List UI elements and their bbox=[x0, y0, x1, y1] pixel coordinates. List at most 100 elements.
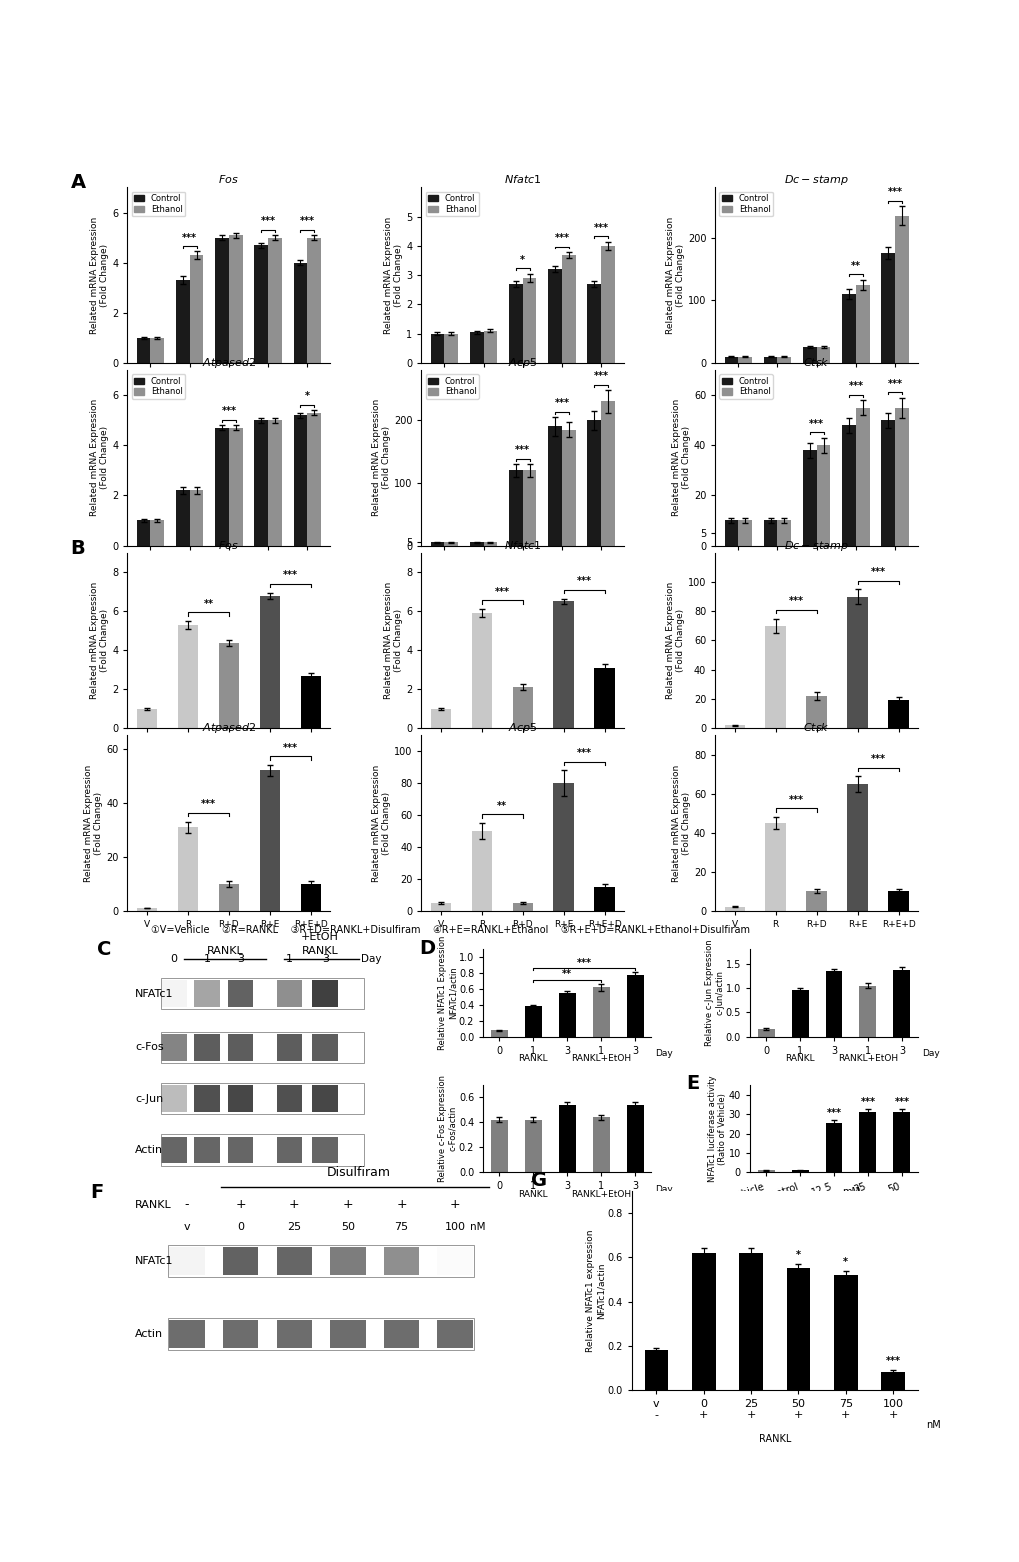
Text: Disulfiram: Disulfiram bbox=[326, 1165, 390, 1179]
Text: ***: *** bbox=[576, 748, 591, 758]
Bar bbox=[169, 1320, 205, 1348]
Title: $\it{Nfatc1}$: $\it{Nfatc1}$ bbox=[503, 539, 541, 550]
Bar bbox=[312, 1086, 338, 1112]
Text: ***: *** bbox=[825, 1107, 841, 1118]
Text: ***: *** bbox=[282, 744, 298, 753]
Bar bbox=[470, 333, 483, 362]
Bar bbox=[161, 1134, 364, 1165]
Bar bbox=[312, 1137, 338, 1164]
Bar bbox=[893, 970, 910, 1037]
Y-axis label: Related mRNA Expression
(Fold Change): Related mRNA Expression (Fold Change) bbox=[672, 400, 691, 517]
Text: Day: Day bbox=[655, 1184, 673, 1193]
Bar bbox=[600, 245, 614, 362]
Bar bbox=[483, 331, 497, 362]
Bar bbox=[763, 520, 776, 545]
Bar bbox=[547, 269, 561, 362]
Bar bbox=[739, 1253, 762, 1390]
Bar bbox=[802, 450, 816, 545]
Bar bbox=[293, 262, 307, 362]
Legend: Control, Ethanol: Control, Ethanol bbox=[425, 192, 479, 216]
Text: D: D bbox=[419, 939, 435, 958]
Text: ***: *** bbox=[887, 187, 902, 197]
Text: RANKL: RANKL bbox=[135, 1200, 171, 1211]
Bar bbox=[764, 823, 786, 911]
Text: Day: Day bbox=[655, 1050, 673, 1057]
Bar bbox=[723, 725, 744, 728]
Bar bbox=[227, 1137, 253, 1164]
Bar bbox=[723, 520, 738, 545]
Bar bbox=[764, 626, 786, 728]
Bar bbox=[644, 1350, 667, 1390]
Bar bbox=[137, 709, 157, 728]
Y-axis label: Related mRNA Expression
(Fold Change): Related mRNA Expression (Fold Change) bbox=[371, 400, 390, 517]
Text: RANKL+EtOH: RANKL+EtOH bbox=[571, 1190, 631, 1200]
Legend: Control, Ethanol: Control, Ethanol bbox=[718, 375, 772, 398]
Bar bbox=[895, 408, 908, 545]
Text: nM: nM bbox=[925, 1420, 941, 1431]
Text: -: - bbox=[654, 1410, 658, 1420]
Text: Day: Day bbox=[361, 954, 381, 964]
Bar bbox=[592, 987, 609, 1037]
Bar bbox=[723, 908, 744, 911]
Bar bbox=[587, 420, 600, 545]
Bar bbox=[161, 978, 364, 1009]
Bar bbox=[561, 430, 575, 545]
Text: NFATc1: NFATc1 bbox=[136, 989, 173, 998]
Text: RANKL: RANKL bbox=[758, 1434, 790, 1443]
Text: ①V=Vehicle    ②R=RANKL    ③R+D=RANKL+Disulfiram    ④R+E=RANKL+Ethanol    ⑤R+E+D=: ①V=Vehicle ②R=RANKL ③R+D=RANKL+Disulfira… bbox=[151, 925, 750, 936]
Bar bbox=[430, 334, 444, 362]
Text: ***: *** bbox=[808, 419, 823, 430]
Bar bbox=[194, 1137, 220, 1164]
Bar bbox=[880, 1373, 904, 1390]
Bar bbox=[893, 1112, 910, 1173]
Bar bbox=[194, 1034, 220, 1061]
Bar bbox=[276, 981, 302, 1007]
Y-axis label: Related mRNA Expression
(Fold Change): Related mRNA Expression (Fold Change) bbox=[665, 217, 685, 334]
Bar bbox=[161, 981, 186, 1007]
Text: ***: *** bbox=[221, 406, 236, 417]
Bar bbox=[150, 520, 164, 545]
Bar bbox=[161, 1032, 364, 1064]
Text: +: + bbox=[288, 1198, 300, 1211]
Y-axis label: Relative NFATc1 expression
NFATc1/actin: Relative NFATc1 expression NFATc1/actin bbox=[586, 1229, 605, 1351]
Bar bbox=[791, 990, 808, 1037]
Bar bbox=[490, 1120, 507, 1173]
Bar bbox=[383, 1320, 419, 1348]
Bar bbox=[757, 1170, 773, 1173]
Bar bbox=[806, 892, 826, 911]
Text: 25: 25 bbox=[287, 1221, 301, 1232]
Text: E: E bbox=[686, 1075, 699, 1093]
Text: Day: Day bbox=[921, 1050, 940, 1057]
Bar bbox=[791, 1170, 808, 1173]
Bar bbox=[190, 490, 203, 545]
Title: $\it{Atpase d2}$: $\it{Atpase d2}$ bbox=[202, 722, 256, 736]
Bar bbox=[430, 542, 444, 545]
Text: ***: *** bbox=[884, 1356, 900, 1367]
Title: $\it{Fos}$: $\it{Fos}$ bbox=[218, 173, 239, 186]
Bar bbox=[816, 347, 829, 362]
Bar bbox=[150, 337, 164, 362]
Text: 1: 1 bbox=[204, 954, 211, 964]
Bar bbox=[169, 1246, 205, 1275]
Bar bbox=[137, 520, 150, 545]
Text: RANKL: RANKL bbox=[785, 1054, 814, 1064]
Bar bbox=[307, 412, 321, 545]
Text: 3: 3 bbox=[236, 954, 244, 964]
Bar bbox=[383, 1246, 419, 1275]
Text: +EtOH: +EtOH bbox=[301, 933, 338, 942]
Bar bbox=[437, 1246, 473, 1275]
Text: Actin: Actin bbox=[135, 1329, 163, 1339]
Text: **: ** bbox=[850, 261, 860, 270]
Bar bbox=[177, 828, 198, 911]
Bar bbox=[880, 420, 895, 545]
Text: ***: *** bbox=[282, 570, 298, 581]
Bar bbox=[215, 237, 228, 362]
Text: ***: *** bbox=[848, 381, 862, 392]
Text: *: * bbox=[795, 1250, 800, 1261]
Text: 1: 1 bbox=[285, 954, 292, 964]
Bar bbox=[802, 347, 816, 362]
Text: c-Jun: c-Jun bbox=[136, 1093, 163, 1104]
Text: +: + bbox=[746, 1410, 755, 1420]
Y-axis label: Related mRNA Expression
(Fold Change): Related mRNA Expression (Fold Change) bbox=[383, 217, 403, 334]
Bar bbox=[444, 334, 458, 362]
